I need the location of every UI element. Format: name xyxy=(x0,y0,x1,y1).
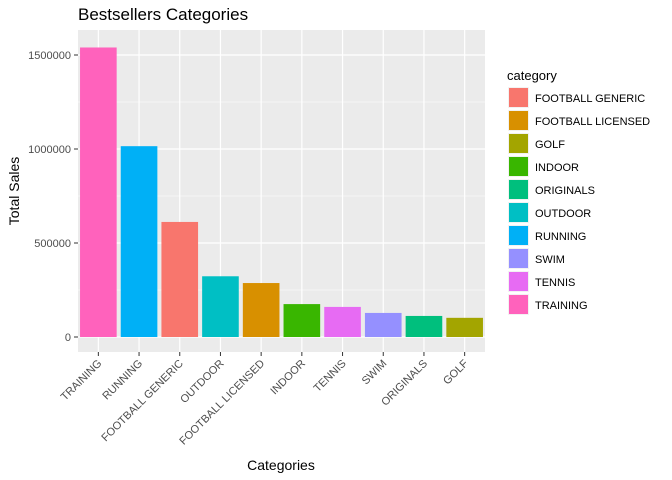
legend-label: FOOTBALL GENERIC xyxy=(535,93,645,105)
bar-training xyxy=(80,47,117,337)
bar-football-generic xyxy=(161,221,199,337)
bar-tennis xyxy=(324,306,361,337)
bar-running xyxy=(120,146,158,337)
y-axis-title: Total Sales xyxy=(6,157,22,225)
legend-label: OUTDOOR xyxy=(535,208,591,220)
legend-label: GOLF xyxy=(535,139,565,151)
legend-label: SWIM xyxy=(535,254,565,266)
legend-label: RUNNING xyxy=(535,231,586,243)
x-tick-label: TENNIS xyxy=(312,358,349,395)
legend-swatch xyxy=(509,134,528,153)
legend-title: category xyxy=(507,68,557,83)
bar-outdoor xyxy=(202,276,239,337)
x-tick-label: FOOTBALL LICENSED xyxy=(177,358,267,448)
legend-label: TENNIS xyxy=(535,277,575,289)
x-tick-label: TRAINING xyxy=(59,358,105,404)
x-tick-label: INDOOR xyxy=(268,358,308,398)
x-tick-label: SWIM xyxy=(360,358,390,388)
y-tick-label: 1000000 xyxy=(28,144,71,156)
legend-swatch xyxy=(509,180,528,199)
y-tick-label: 1500000 xyxy=(28,50,71,62)
legend-swatch xyxy=(509,295,528,314)
legend: category FOOTBALL GENERIC FOOTBALL LICENS… xyxy=(507,68,650,315)
bar-originals xyxy=(405,315,443,337)
legend-swatch xyxy=(509,157,528,176)
legend-label: ORIGINALS xyxy=(535,185,595,197)
y-axis: 0 500000 1000000 1500000 xyxy=(28,50,78,344)
legend-swatch xyxy=(509,88,528,107)
legend-swatch xyxy=(509,111,528,130)
legend-label: FOOTBALL LICENSED xyxy=(535,116,650,128)
bar-golf xyxy=(446,317,483,337)
legend-swatch xyxy=(509,249,528,268)
bar-football-licensed xyxy=(242,283,280,337)
x-tick-label: FOOTBALL GENERIC xyxy=(99,358,185,444)
bar-swim xyxy=(364,312,402,337)
chart-title: Bestsellers Categories xyxy=(78,5,248,24)
legend-swatch xyxy=(509,226,528,245)
bar-indoor xyxy=(283,304,321,337)
legend-label: TRAINING xyxy=(535,300,588,312)
y-tick-label: 0 xyxy=(65,332,71,344)
y-tick-label: 500000 xyxy=(34,238,71,250)
x-tick-label: GOLF xyxy=(441,357,471,387)
legend-swatch xyxy=(509,272,528,291)
x-axis-title: Categories xyxy=(247,457,315,473)
bars xyxy=(80,47,483,337)
legend-swatch xyxy=(509,203,528,222)
legend-label: INDOOR xyxy=(535,162,579,174)
